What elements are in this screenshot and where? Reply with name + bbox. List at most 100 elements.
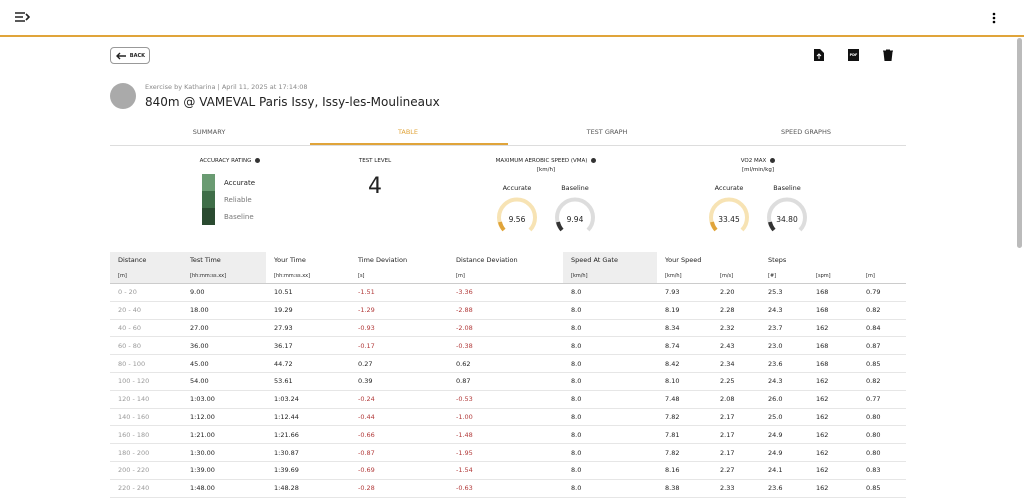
pdf-button[interactable]: PDF <box>848 49 859 61</box>
gauge-value: 9.94 <box>566 215 584 224</box>
table-cell: 9.00 <box>182 283 266 302</box>
accuracy-label: ACCURACY RATING <box>190 158 270 164</box>
table-cell: 2.27 <box>712 461 761 480</box>
back-button[interactable]: BACK <box>110 47 150 64</box>
table-row: 180 - 200 1:30.00 1:30.87 -0.87 -1.95 8.0 7.82… <box>110 443 907 462</box>
table-cell: 18.00 <box>182 301 266 320</box>
table-cell: 7.82 <box>657 443 712 462</box>
table-cell: -1.54 <box>448 461 563 480</box>
table-cell: 2.20 <box>712 283 761 302</box>
table-row: 60 - 80 36.00 36.17 -0.17 -0.38 8.0 8.74 2.43 23… <box>110 336 907 356</box>
table-cell: -3.36 <box>448 283 563 302</box>
gauge-label: Accurate <box>502 184 532 192</box>
table-cell: 2.08 <box>712 390 761 409</box>
table-cell: 8.19 <box>657 301 712 320</box>
scrollbar[interactable] <box>1017 38 1022 248</box>
table-cell: 40 - 60 <box>110 319 182 338</box>
table-cell: 8.0 <box>563 408 657 427</box>
table-cell: 100 - 120 <box>110 372 182 391</box>
menu-button[interactable] <box>14 11 30 23</box>
tab[interactable]: TEST GRAPH <box>586 128 628 136</box>
table-cell: 0.85 <box>858 479 907 498</box>
accuracy-swatch <box>202 174 215 191</box>
table-cell: 1:30.87 <box>266 443 350 462</box>
gauge-value: 33.45 <box>718 215 740 224</box>
table-cell: 0.27 <box>350 354 448 373</box>
table-cell: 162 <box>808 461 859 480</box>
table-cell: 2.17 <box>712 425 761 445</box>
accuracy-item: Accurate <box>224 179 256 187</box>
accuracy-swatch <box>202 191 215 208</box>
table-cell: 54.00 <box>182 372 266 391</box>
gauge <box>709 197 749 232</box>
table-cell: -0.17 <box>350 336 448 356</box>
table-cell: 0.80 <box>858 408 907 427</box>
table-row: 20 - 40 18.00 19.29 -1.29 -2.88 8.0 8.19 2.28 24… <box>110 301 907 320</box>
table-cell: 23.0 <box>760 336 809 356</box>
table-cell: 2.17 <box>712 408 761 427</box>
delete-button[interactable] <box>883 49 893 61</box>
table-cell: 1:39.00 <box>182 461 266 480</box>
table-cell: 1:48.00 <box>182 479 266 498</box>
gauge-label: Baseline <box>561 184 589 192</box>
table-cell: 2.17 <box>712 443 761 462</box>
vo2-unit: [ml/min/kg] <box>742 167 774 173</box>
tab[interactable]: SUMMARY <box>192 128 226 136</box>
table-cell: 0.85 <box>858 354 907 373</box>
table-cell: 168 <box>808 301 859 320</box>
table-cell: -0.44 <box>350 408 448 427</box>
table-row: 220 - 240 1:48.00 1:48.28 -0.28 -0.63 8.0 8.38… <box>110 479 907 498</box>
tab[interactable]: SPEED GRAPHS <box>780 128 831 136</box>
active-tab-indicator <box>310 143 508 145</box>
table-cell: 168 <box>808 283 859 302</box>
table-cell: 1:39.69 <box>266 461 350 480</box>
table-cell: 220 - 240 <box>110 479 182 498</box>
table-cell: 60 - 80 <box>110 336 182 356</box>
table-cell: 2.34 <box>712 354 761 373</box>
table-cell: 162 <box>808 372 859 391</box>
table-cell: -0.28 <box>350 479 448 498</box>
unit-header: [hh:mm:ss.xx] <box>182 268 266 284</box>
table-cell: 162 <box>808 479 859 498</box>
table-cell: 8.74 <box>657 336 712 356</box>
table-cell: 24.9 <box>760 443 809 462</box>
table-cell: -0.69 <box>350 461 448 480</box>
table-cell: -0.53 <box>448 390 563 409</box>
table-cell: 27.00 <box>182 319 266 338</box>
unit-header: [m] <box>110 268 182 284</box>
unit-header: [m/s] <box>712 268 761 284</box>
table-cell: -0.93 <box>350 319 448 338</box>
vo2-label: VO2 MAX <box>688 158 828 164</box>
table-cell: -1.48 <box>448 425 563 445</box>
column-header: Distance Deviation <box>456 256 518 264</box>
table-cell: 8.0 <box>563 479 657 498</box>
table-row: 160 - 180 1:21.00 1:21.66 -0.66 -1.48 8.0 7.81… <box>110 425 907 445</box>
table-cell: 2.25 <box>712 372 761 391</box>
table-cell: 8.0 <box>563 443 657 462</box>
table-cell: 162 <box>808 443 859 462</box>
table-cell: 180 - 200 <box>110 443 182 462</box>
table-cell: 1:03.00 <box>182 390 266 409</box>
table-cell: 8.0 <box>563 336 657 356</box>
gauge-value: 34.80 <box>776 215 798 224</box>
unit-header: [m] <box>858 268 907 284</box>
table-cell: 8.0 <box>563 319 657 338</box>
table-cell: 162 <box>808 390 859 409</box>
table-cell: 120 - 140 <box>110 390 182 409</box>
table-cell: 8.38 <box>657 479 712 498</box>
column-header: Test Time <box>182 252 266 268</box>
column-header: Distance <box>110 252 182 268</box>
more-button[interactable] <box>990 11 998 25</box>
table-cell: 23.6 <box>760 479 809 498</box>
export-icon[interactable] <box>814 49 824 61</box>
table-cell: -0.24 <box>350 390 448 409</box>
table-cell: 162 <box>808 319 859 338</box>
table-cell: 44.72 <box>266 354 350 373</box>
table-cell: -0.38 <box>448 336 563 356</box>
table-cell: 0.79 <box>858 283 907 302</box>
vma-unit: [km/h] <box>536 167 556 173</box>
tab[interactable]: TABLE <box>397 128 419 136</box>
table-row: 140 - 160 1:12.00 1:12.44 -0.44 -1.00 8.0 7.82… <box>110 408 907 427</box>
table-cell: 0.87 <box>448 372 563 391</box>
table-cell: 7.82 <box>657 408 712 427</box>
